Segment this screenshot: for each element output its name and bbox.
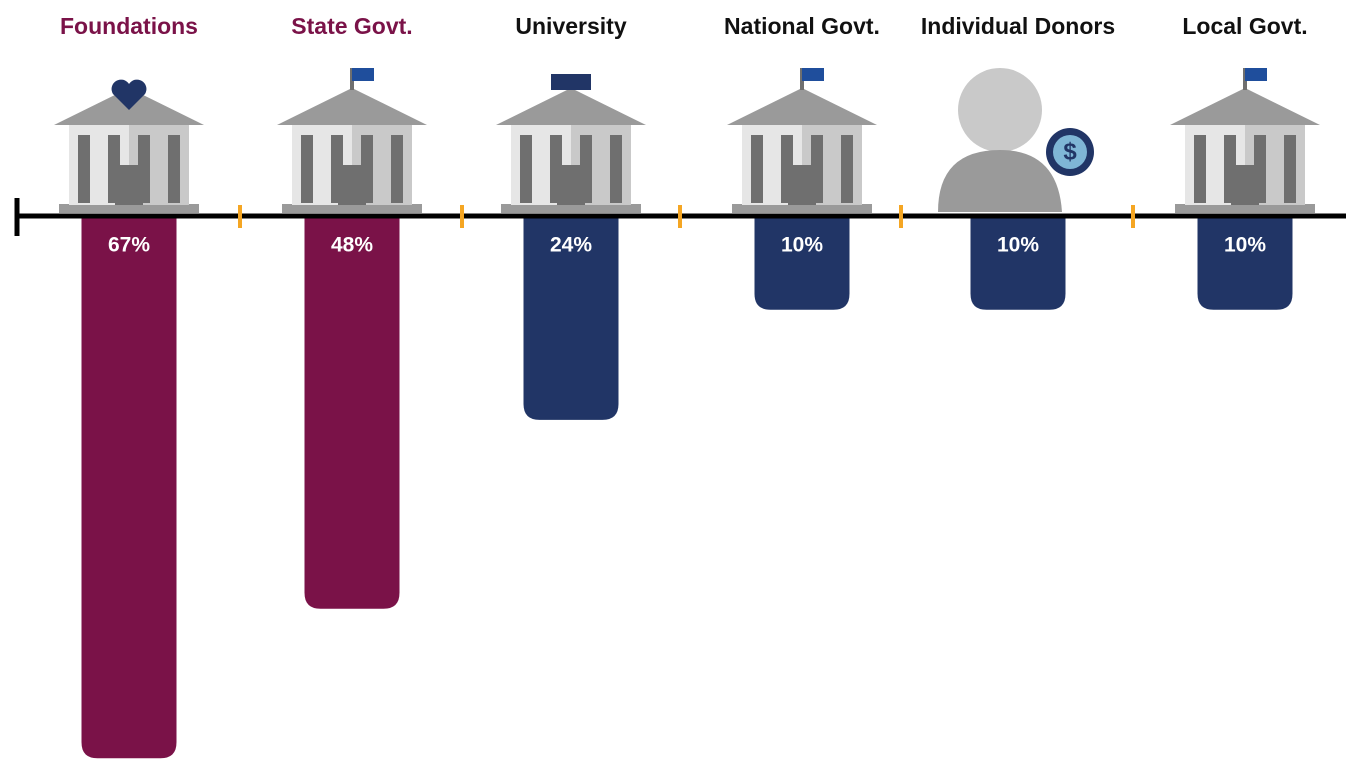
icon-coin-sign: $ [1063,138,1077,165]
icon-column [391,135,403,203]
icon-flag [352,68,374,81]
icon-base [59,204,199,213]
icon-roof [277,88,427,125]
bar [1197,218,1293,310]
value-label: 10% [997,234,1039,257]
icon-column [168,135,180,203]
icon-coin-inner [1053,135,1087,169]
icon-cap [551,74,591,90]
icon [1170,68,1320,213]
icon-flag [1245,68,1267,81]
icon-head [958,68,1042,152]
icon-door [338,165,366,205]
icon [54,79,204,213]
icon-column [520,135,532,203]
icon-column [78,135,90,203]
icon-base [732,204,872,213]
icon-door [115,165,143,205]
icon-column [301,135,313,203]
labels: 67% Foundations 48% State Govt. 24% Universit… [60,13,1308,256]
value-label: 48% [331,234,373,257]
icons: $ [54,68,1320,213]
icon-base [501,204,641,213]
category-label: State Govt. [291,13,412,39]
icon-roof [496,88,646,125]
icon: $ [938,68,1094,212]
icon-column [610,135,622,203]
category-label: University [515,13,626,39]
value-label: 10% [781,234,823,257]
bar [754,218,850,310]
bar [523,218,619,420]
icon [727,68,877,213]
icon-door [557,165,585,205]
value-label: 67% [108,234,150,257]
category-label: National Govt. [724,13,880,39]
icon-body [938,150,1062,212]
icon [496,74,646,213]
value-label: 10% [1224,234,1266,257]
icon-roof [727,88,877,125]
icon-base [1175,204,1315,213]
icon-column [1194,135,1206,203]
icon-column [841,135,853,203]
icon-roof [1170,88,1320,125]
value-label: 24% [550,234,592,257]
icon-column [1284,135,1296,203]
category-label: Foundations [60,13,198,39]
bar [970,218,1066,310]
icon-flag [802,68,824,81]
icon [277,68,427,213]
category-label: Individual Donors [921,13,1115,39]
bar [81,218,177,759]
icon-door [788,165,816,205]
icon-door [1231,165,1259,205]
category-label: Local Govt. [1182,13,1307,39]
icon-column [751,135,763,203]
bar [304,218,400,609]
icon-base [282,204,422,213]
bars [81,218,1293,759]
icon-heart [111,79,147,110]
